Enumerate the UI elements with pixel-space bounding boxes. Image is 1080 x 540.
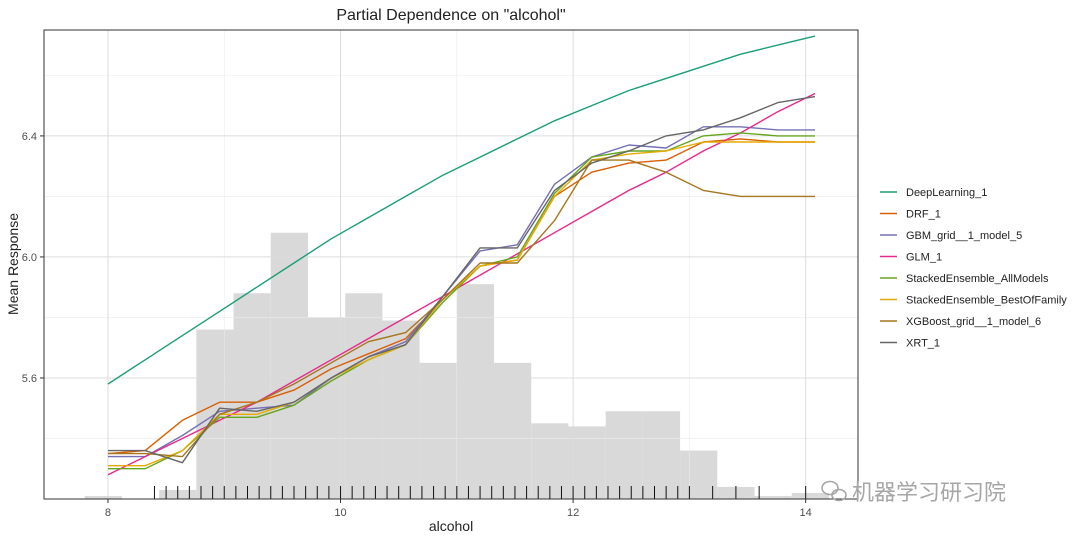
- watermark-text: 机器学习研习院: [852, 481, 1006, 506]
- histogram-bar: [233, 293, 271, 499]
- series-line: [108, 132, 815, 470]
- legend-label: StackedEnsemble_BestOfFamily: [906, 295, 1067, 307]
- histogram-bar: [419, 362, 457, 499]
- histogram-bar: [84, 495, 122, 499]
- series-lines: [107, 35, 816, 476]
- y-axis-ticks: 5.6 6.0 6.4: [22, 131, 44, 385]
- series-line: [107, 35, 816, 385]
- legend: DeepLearning_1 DRF_1 GBM_grid__1_model_5 GL…: [880, 187, 1067, 350]
- plot-panel-border: [43, 29, 859, 500]
- x-axis-title: alcohol: [429, 518, 473, 534]
- histogram-bar: [456, 284, 495, 499]
- histogram-bar: [494, 362, 532, 499]
- histogram-bar: [791, 492, 829, 499]
- grid-lines: [44, 30, 858, 499]
- y-tick-label: 5.6: [22, 373, 37, 385]
- histogram-bar: [642, 411, 681, 499]
- legend-label: StackedEnsemble_AllModels: [906, 273, 1049, 285]
- legend-label: GBM_grid__1_model_5: [906, 230, 1022, 242]
- series-line: [108, 141, 815, 467]
- legend-label: XGBoost_grid__1_model_6: [906, 316, 1041, 328]
- x-tick-label: 12: [567, 507, 579, 519]
- histogram-bar: [270, 232, 308, 499]
- histogram-bar: [345, 293, 383, 499]
- histogram-bar: [754, 495, 792, 499]
- chart-title: Partial Dependence on "alcohol": [336, 7, 565, 24]
- legend-label: DRF_1: [906, 209, 941, 221]
- legend-label: XRT_1: [906, 338, 940, 350]
- x-tick-label: 8: [105, 507, 111, 519]
- histogram-bar: [680, 450, 718, 499]
- series-line: [108, 159, 815, 458]
- histogram-bar: [568, 426, 606, 499]
- y-tick-label: 6.0: [22, 252, 37, 264]
- wechat-icon: [821, 480, 847, 502]
- histogram: [84, 232, 829, 499]
- x-tick-label: 14: [800, 507, 812, 519]
- histogram-bar: [307, 317, 346, 499]
- legend-label: GLM_1: [906, 252, 942, 264]
- legend-label: DeepLearning_1: [906, 187, 987, 199]
- series-line: [108, 95, 816, 464]
- y-tick-label: 6.4: [22, 131, 37, 143]
- x-axis-ticks: 8 10 12 14: [105, 499, 812, 519]
- histogram-bar: [605, 411, 643, 499]
- x-tick-label: 10: [334, 507, 346, 519]
- rug-marks: [153, 486, 807, 499]
- watermark: 机器学习研习院: [821, 480, 1006, 506]
- y-axis-title: Mean Response: [5, 213, 21, 315]
